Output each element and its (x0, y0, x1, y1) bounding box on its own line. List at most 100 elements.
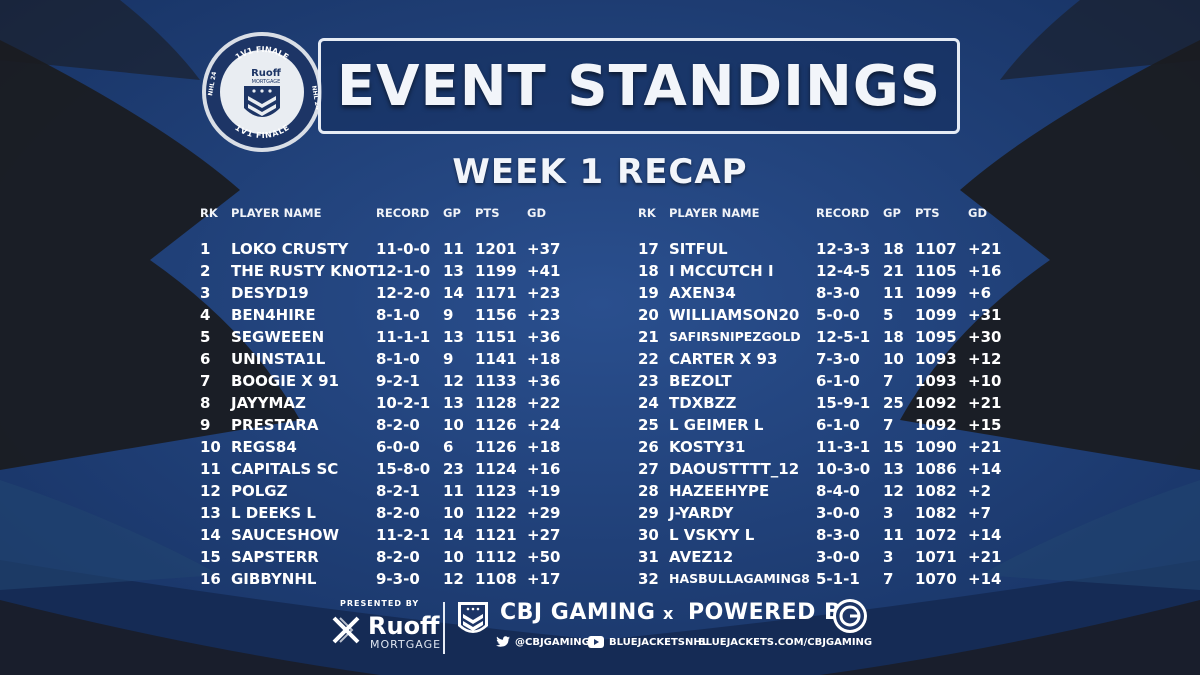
player-gp: 25 (883, 394, 904, 412)
player-rank: 15 (200, 548, 221, 566)
player-name: UNINSTA1L (231, 350, 326, 368)
player-rank: 16 (200, 570, 221, 588)
player-pts: 1086 (915, 460, 957, 478)
player-gp: 7 (883, 416, 894, 434)
player-gd: +50 (527, 548, 561, 566)
player-name: AXEN34 (669, 284, 736, 302)
player-rank: 30 (638, 526, 659, 544)
player-gp: 13 (443, 394, 464, 412)
player-pts: 1199 (475, 262, 517, 280)
player-gp: 9 (443, 350, 454, 368)
player-record: 8-3-0 (816, 526, 860, 544)
player-pts: 1126 (475, 438, 517, 456)
player-gd: +37 (527, 240, 561, 258)
youtube-handle: BLUEJACKETSNHL (609, 637, 709, 648)
player-gp: 13 (443, 262, 464, 280)
ruoff-logo-icon (332, 616, 360, 644)
player-pts: 1112 (475, 548, 517, 566)
player-pts: 1070 (915, 570, 957, 588)
player-pts: 1092 (915, 416, 957, 434)
player-name: L DEEKS L (231, 504, 316, 522)
player-gp: 21 (883, 262, 904, 280)
player-gp: 10 (443, 548, 464, 566)
header-record: RECORD (376, 206, 430, 220)
player-gd: +24 (527, 416, 561, 434)
player-gp: 15 (883, 438, 904, 456)
player-name: POLGZ (231, 482, 288, 500)
player-gp: 12 (443, 570, 464, 588)
player-gp: 13 (883, 460, 904, 478)
player-gd: +29 (527, 504, 561, 522)
player-gd: +22 (527, 394, 561, 412)
player-gd: +27 (527, 526, 561, 544)
player-gd: +41 (527, 262, 561, 280)
youtube-link[interactable]: BLUEJACKETSNHL (588, 636, 708, 650)
player-name: BEZOLT (669, 372, 732, 390)
player-gd: +17 (527, 570, 561, 588)
player-gd: +30 (968, 328, 1002, 346)
powered-by-logo-icon (833, 599, 867, 633)
player-pts: 1093 (915, 350, 957, 368)
player-gd: +36 (527, 328, 561, 346)
player-record: 8-1-0 (376, 350, 420, 368)
player-record: 3-0-0 (816, 548, 860, 566)
player-record: 9-3-0 (376, 570, 420, 588)
twitter-link[interactable]: @CBJGAMING (496, 636, 590, 650)
ruoff-emblem-icon: 1V1 FINALE 1V1 FINALE NHL 24 NHL 24 Ruof… (202, 32, 322, 152)
player-name: AVEZ12 (669, 548, 734, 566)
player-rank: 28 (638, 482, 659, 500)
player-record: 10-2-1 (376, 394, 431, 412)
header-pts: PTS (475, 206, 500, 220)
player-gd: +19 (527, 482, 561, 500)
player-pts: 1108 (475, 570, 517, 588)
player-name: TDXBZZ (669, 394, 737, 412)
player-gp: 14 (443, 284, 464, 302)
player-pts: 1156 (475, 306, 517, 324)
player-record: 8-2-0 (376, 416, 420, 434)
player-gd: +18 (527, 438, 561, 456)
player-rank: 3 (200, 284, 211, 302)
player-record: 8-3-0 (816, 284, 860, 302)
header-pts: PTS (915, 206, 940, 220)
player-record: 8-2-1 (376, 482, 420, 500)
player-record: 11-1-1 (376, 328, 431, 346)
player-pts: 1201 (475, 240, 517, 258)
player-pts: 1124 (475, 460, 517, 478)
player-gp: 11 (443, 482, 464, 500)
player-gd: +16 (527, 460, 561, 478)
player-record: 5-1-1 (816, 570, 860, 588)
player-name: HASBULLAGAMING8 (669, 571, 810, 586)
player-gd: +14 (968, 526, 1002, 544)
player-pts: 1107 (915, 240, 957, 258)
player-rank: 4 (200, 306, 211, 324)
player-rank: 25 (638, 416, 659, 434)
player-record: 12-3-3 (816, 240, 871, 258)
player-gp: 23 (443, 460, 464, 478)
player-gd: +21 (968, 240, 1002, 258)
player-record: 12-5-1 (816, 328, 871, 346)
player-name: KOSTY31 (669, 438, 746, 456)
player-gp: 12 (443, 372, 464, 390)
player-name: GIBBYNHL (231, 570, 317, 588)
player-name: DAOUSTTTT_12 (669, 460, 800, 478)
player-name: THE RUSTY KNOT (231, 262, 378, 280)
footer: PRESENTED BY Ruoff MORTGAGE CBJ GAMING x… (0, 596, 1200, 675)
player-record: 6-0-0 (376, 438, 420, 456)
player-record: 12-4-5 (816, 262, 871, 280)
player-name: I MCCUTCH I (669, 262, 774, 280)
website-link[interactable]: BLUEJACKETS.COM/CBJGAMING (698, 637, 873, 648)
player-record: 12-1-0 (376, 262, 431, 280)
player-gp: 3 (883, 504, 894, 522)
player-record: 11-3-1 (816, 438, 871, 456)
player-name: SEGWEEEN (231, 328, 325, 346)
player-name: L VSKYY L (669, 526, 755, 544)
player-gp: 10 (443, 504, 464, 522)
header-record: RECORD (816, 206, 870, 220)
player-gp: 11 (443, 240, 464, 258)
player-record: 7-3-0 (816, 350, 860, 368)
player-record: 6-1-0 (816, 416, 860, 434)
player-pts: 1093 (915, 372, 957, 390)
player-record: 8-2-0 (376, 504, 420, 522)
player-record: 5-0-0 (816, 306, 860, 324)
player-name: BEN4HIRE (231, 306, 316, 324)
